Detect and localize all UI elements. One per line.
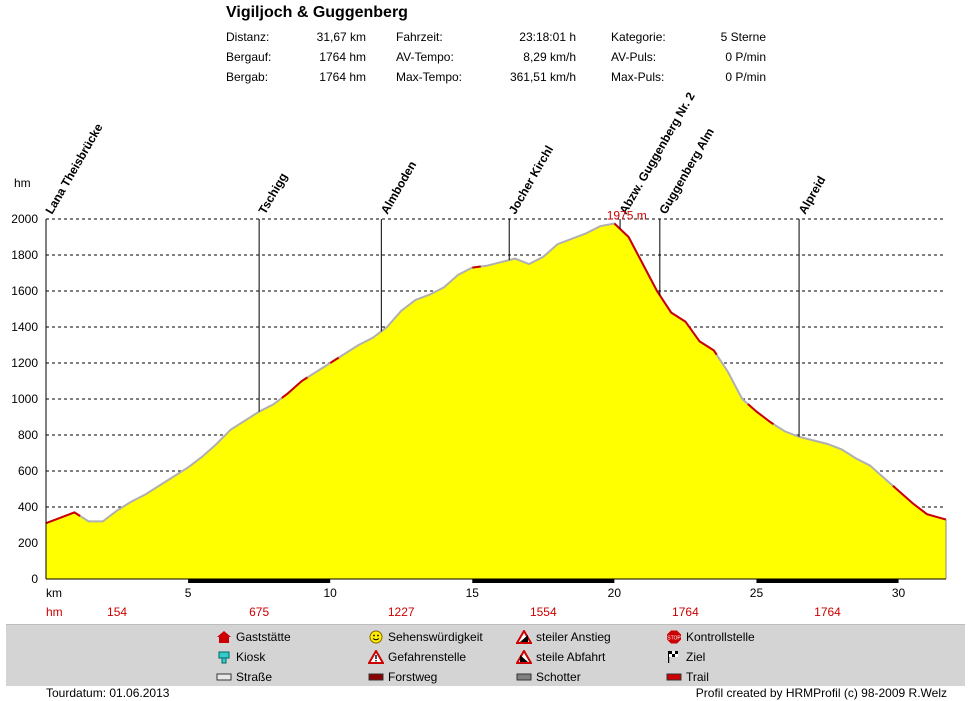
ytick-label-0: 0 [31, 572, 38, 586]
trail-segment-2 [329, 356, 340, 364]
forest-road-swatch-icon [368, 670, 384, 684]
stat-label-av-tempo: AV-Tempo: [396, 50, 454, 64]
stat-label-max-puls: Max-Puls: [611, 70, 665, 84]
hm-row-value-2: 1227 [388, 605, 415, 619]
hm-row-value-1: 675 [249, 605, 269, 619]
tour-date: Tourdatum: 01.06.2013 [46, 686, 170, 700]
warning-icon [367, 648, 385, 664]
stat-value-kategorie: 5 Sterne [720, 30, 766, 44]
tour-title: Vigiljoch & Guggenberg [226, 4, 408, 21]
gravel-swatch-icon [516, 670, 532, 684]
distance-bar-2 [756, 579, 899, 583]
trail-segment-0 [45, 511, 81, 525]
stat-value-bergab: 1764 hm [319, 70, 366, 84]
distance-bar-1 [472, 579, 615, 583]
x-axis-label: km [46, 586, 62, 600]
legend-item-steiler-anstieg: steiler Anstieg [515, 628, 611, 644]
ytick-label-1200: 1200 [11, 356, 38, 370]
xtick-label-25: 25 [750, 586, 764, 600]
legend-item-ziel: Ziel [666, 648, 705, 664]
stat-label-bergab: Bergab: [226, 70, 269, 84]
stat-value-av-tempo: 8,29 km/h [523, 50, 576, 64]
legend-item-kontrollstelle: STOP Kontrollstelle [666, 629, 755, 644]
hm-row-value-5: 1764 [814, 605, 841, 619]
xtick-label-10: 10 [324, 586, 338, 600]
trail-segment-6 [892, 485, 947, 521]
ytick-label-800: 800 [18, 428, 38, 442]
stat-value-distanz: 31,67 km [316, 30, 366, 44]
legend-panel: Gaststätte Kiosk Straße Sehenswürdigkeit… [6, 624, 965, 686]
elevation-line [45, 222, 947, 525]
hm-row-value-0: 154 [107, 605, 127, 619]
stat-value-av-puls: 0 P/min [725, 50, 766, 64]
ytick-label-1000: 1000 [11, 392, 38, 406]
stat-label-bergauf: Bergauf: [226, 50, 272, 64]
ytick-label-1800: 1800 [11, 248, 38, 262]
max-elevation-label: 1975 m [607, 209, 647, 223]
stat-value-fahrzeit: 23:18:01 h [519, 30, 576, 44]
waypoint-label-3: Jocher Kirchl [506, 143, 556, 216]
y-axis-label: hm [14, 176, 31, 190]
distance-bar-0 [188, 579, 331, 583]
waypoint-label-4: Abzw. Guggenberg Nr. 2 [617, 90, 698, 217]
ytick-label-1600: 1600 [11, 284, 38, 298]
waypoint-label-2: Almboden [378, 159, 419, 217]
legend-item-trail: Trail [666, 668, 709, 684]
trail-swatch-icon [666, 670, 682, 684]
stat-value-max-tempo: 361,51 km/h [509, 70, 576, 84]
steep-descent-icon [515, 648, 533, 664]
trail-segment-4 [613, 222, 718, 356]
waypoint-label-0: Lana Theisbrücke [42, 121, 105, 217]
steep-climb-icon [515, 628, 533, 644]
tour-header: Vigiljoch & Guggenberg Distanz: 31,67 km… [0, 0, 971, 100]
hm-row-label: hm [46, 605, 63, 619]
waypoint-label-6: Alpreid [796, 174, 829, 217]
ytick-label-600: 600 [18, 464, 38, 478]
stat-label-max-tempo: Max-Tempo: [396, 70, 463, 84]
elevation-area [46, 223, 946, 579]
legend-item-kiosk: Kiosk [216, 648, 265, 664]
stat-label-av-puls: AV-Puls: [611, 50, 657, 64]
hm-row-value-3: 1554 [530, 605, 557, 619]
xtick-label-15: 15 [466, 586, 480, 600]
xtick-label-20: 20 [608, 586, 622, 600]
legend-item-forstweg: Forstweg [368, 668, 437, 684]
trail-segment-1 [281, 376, 308, 399]
trail-segment-5 [747, 403, 775, 426]
profile-credit: Profil created by HRMProfil (c) 98-2009 … [695, 686, 947, 700]
xtick-label-30: 30 [892, 586, 906, 600]
hm-row-value-4: 1764 [672, 605, 699, 619]
legend-item-steile-abfahrt: steile Abfahrt [515, 648, 605, 664]
finish-flag-icon [666, 650, 682, 664]
legend-item-gefahrenstelle: Gefahrenstelle [367, 648, 466, 664]
ytick-label-1400: 1400 [11, 320, 38, 334]
smiley-icon [368, 630, 384, 644]
legend-item-strasse: Straße [216, 668, 272, 684]
trail-segment-3 [472, 265, 481, 269]
stat-label-fahrzeit: Fahrzeit: [396, 30, 443, 44]
stat-label-distanz: Distanz: [226, 30, 270, 44]
stat-label-kategorie: Kategorie: [611, 30, 666, 44]
kiosk-icon [216, 650, 232, 664]
elevation-profile-chart: Lana Theisbrücke Tschigg Almboden Jocher Ki… [11, 90, 947, 619]
ytick-label-400: 400 [18, 500, 38, 514]
ytick-label-200: 200 [18, 536, 38, 550]
legend-item-gaststaette: Gaststätte [216, 628, 291, 644]
stat-value-max-puls: 0 P/min [725, 70, 766, 84]
road-swatch-icon [216, 670, 232, 684]
house-icon [216, 630, 232, 644]
stat-value-bergauf: 1764 hm [319, 50, 366, 64]
stop-icon: STOP [666, 630, 682, 644]
legend-item-sehenswuerdigkeit: Sehenswürdigkeit [368, 628, 483, 644]
ytick-label-2000: 2000 [11, 212, 38, 226]
xtick-label-5: 5 [185, 586, 192, 600]
svg-text:STOP: STOP [667, 635, 681, 641]
waypoint-label-1: Tschigg [256, 170, 291, 216]
legend-item-schotter: Schotter [516, 668, 581, 684]
